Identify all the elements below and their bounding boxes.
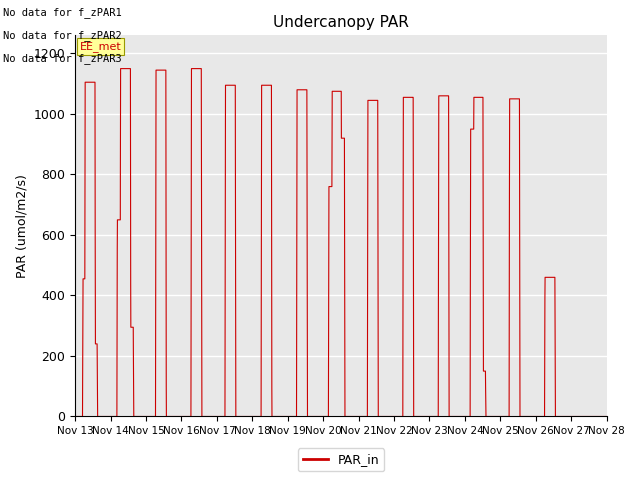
Text: No data for f_zPAR1: No data for f_zPAR1 [3, 7, 122, 18]
Legend: PAR_in: PAR_in [298, 448, 384, 471]
Y-axis label: PAR (umol/m2/s): PAR (umol/m2/s) [15, 174, 28, 278]
Text: No data for f_zPAR2: No data for f_zPAR2 [3, 30, 122, 41]
Text: No data for f_zPAR3: No data for f_zPAR3 [3, 53, 122, 64]
Title: Undercanopy PAR: Undercanopy PAR [273, 15, 409, 30]
Text: EE_met: EE_met [80, 41, 122, 52]
